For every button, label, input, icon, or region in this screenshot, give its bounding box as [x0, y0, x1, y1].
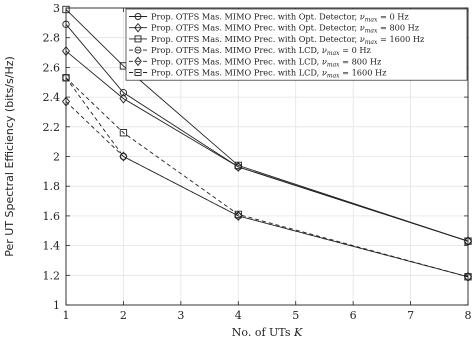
legend: Prop. OTFS Mas. MIMO Prec. with Opt. Det…	[125, 8, 468, 81]
y-tick-label: 2.6	[43, 61, 61, 74]
legend-label-sub: max	[365, 28, 378, 35]
y-tick-label: 2.2	[43, 121, 61, 134]
legend-label-nu: ν	[322, 68, 327, 78]
legend-label-sub: max	[327, 50, 340, 57]
y-tick-label: 1.2	[43, 269, 61, 282]
x-axis-label-text: No. of UTs	[232, 326, 294, 339]
series-5-point	[234, 210, 243, 221]
series-2-point	[234, 161, 243, 172]
legend-label-1: Prop. OTFS Mas. MIMO Prec. with Opt. Det…	[151, 12, 409, 24]
legend-label-sub: max	[365, 17, 378, 24]
y-axis-label: Per UT Spectral Efficiency (bits/s/Hz)	[3, 56, 16, 257]
legend-label-nu: ν	[360, 12, 365, 22]
legend-label-sub: max	[327, 73, 340, 80]
tick-labels: 1 2 3 4 5 6 7 8 1 1.2 1.4 1.6 1.8 2 2.2 2.4 2.6 2.8 3	[43, 2, 472, 322]
legend-label-text: Prop. OTFS Mas. MIMO Prec. with LCD,	[151, 45, 322, 55]
legend-marker-5	[134, 56, 142, 67]
legend-label-3: Prop. OTFS Mas. MIMO Prec. with Opt. Det…	[151, 34, 425, 46]
x-tick-label: 6	[350, 309, 357, 322]
legend-marker-1	[134, 13, 142, 20]
x-tick-label: 3	[177, 309, 184, 322]
x-tick-label: 8	[465, 309, 472, 322]
y-tick-label: 2.4	[43, 91, 61, 104]
x-tick-label: 4	[235, 309, 242, 322]
legend-label-4: Prop. OTFS Mas. MIMO Prec. with LCD, νma…	[151, 45, 372, 57]
x-tick-label: 1	[63, 309, 70, 322]
legend-label-sub: max	[327, 61, 340, 68]
legend-marker-3	[134, 35, 142, 43]
x-tick-label: 5	[292, 309, 299, 322]
legend-label-nu: ν	[360, 23, 365, 33]
x-tick-label: 7	[407, 309, 414, 322]
legend-label-nu: ν	[360, 34, 365, 44]
series-2-line	[65, 50, 469, 242]
series-3-line	[65, 9, 469, 242]
series-6-point	[234, 210, 242, 219]
legend-label-value: = 1600 Hz	[340, 68, 388, 78]
legend-label-value: = 0 Hz	[340, 45, 372, 55]
y-tick-label: 2	[53, 151, 60, 164]
y-tick-label: 1.4	[43, 240, 61, 253]
legend-label-2: Prop. OTFS Mas. MIMO Prec. with Opt. Det…	[151, 23, 420, 35]
legend-label-value: = 1600 Hz	[377, 34, 425, 44]
legend-label-value: = 800 Hz	[340, 56, 382, 66]
legend-box	[125, 8, 468, 81]
series-6-point	[119, 129, 128, 137]
series-3-point	[234, 161, 242, 170]
y-tick-label: 3	[53, 2, 60, 15]
legend-label-text: Prop. OTFS Mas. MIMO Prec. with LCD,	[151, 56, 322, 66]
series-1-point	[119, 88, 128, 97]
x-tick-label: 2	[120, 309, 127, 322]
legend-label-text: Prop. OTFS Mas. MIMO Prec. with Opt. Det…	[151, 34, 360, 44]
x-axis-label: No. of UTs K	[232, 326, 303, 339]
x-axis-label-var: K	[293, 326, 303, 339]
legend-label-text: Prop. OTFS Mas. MIMO Prec. with Opt. Det…	[151, 12, 360, 22]
legend-marker-2	[134, 22, 142, 33]
legend-label-text: Prop. OTFS Mas. MIMO Prec. with Opt. Det…	[151, 23, 360, 33]
legend-label-nu: ν	[322, 56, 327, 66]
y-tick-label: 1.8	[43, 180, 61, 193]
legend-label-6: Prop. OTFS Mas. MIMO Prec. with LCD, νma…	[151, 68, 387, 80]
legend-label-text: Prop. OTFS Mas. MIMO Prec. with LCD,	[151, 68, 322, 78]
series-2	[61, 46, 473, 247]
legend-marker-6	[134, 69, 142, 76]
series-5-point	[119, 151, 128, 162]
legend-label-sub: max	[365, 39, 378, 46]
series-6-line	[65, 77, 469, 278]
series-4-line	[65, 77, 469, 278]
y-tick-label: 2.8	[43, 32, 61, 45]
series-layer	[61, 5, 473, 282]
legend-label-value: = 0 Hz	[377, 12, 409, 22]
y-tick-label: 1	[53, 299, 60, 312]
legend-marker-4	[134, 46, 142, 54]
series-2-point	[119, 93, 128, 104]
legend-label-nu: ν	[322, 45, 327, 55]
y-tick-label: 1.6	[43, 210, 61, 223]
legend-label-5: Prop. OTFS Mas. MIMO Prec. with LCD, νma…	[151, 56, 382, 68]
legend-label-value: = 800 Hz	[377, 23, 419, 33]
